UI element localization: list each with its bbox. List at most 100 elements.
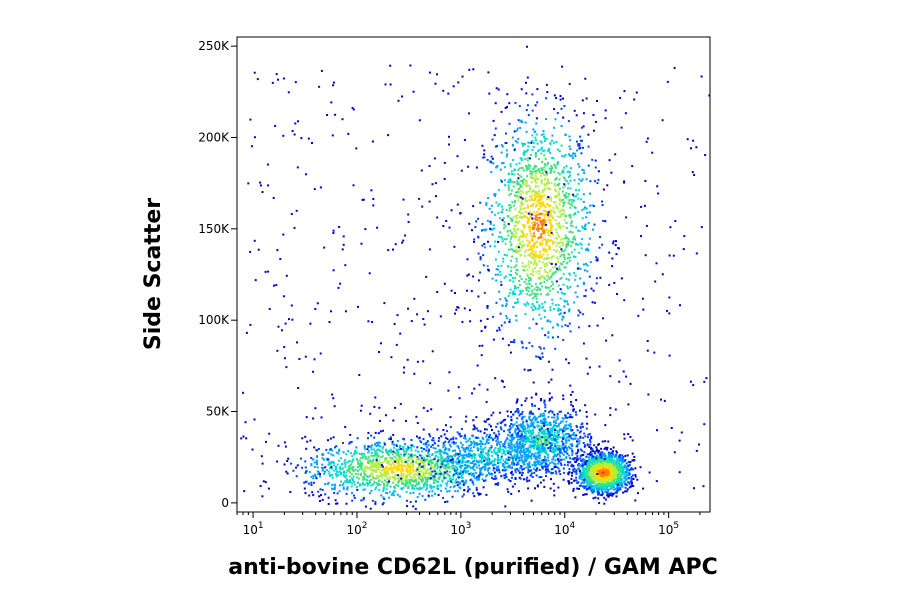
- scatter-point: [549, 246, 552, 249]
- scatter-point: [563, 256, 566, 259]
- scatter-point: [355, 486, 358, 489]
- scatter-point: [525, 167, 528, 170]
- scatter-point: [468, 449, 471, 452]
- scatter-point: [484, 229, 487, 232]
- scatter-point: [551, 461, 554, 464]
- scatter-point: [529, 215, 532, 218]
- scatter-point: [406, 478, 409, 481]
- scatter-point: [410, 449, 413, 452]
- scatter-point: [585, 455, 588, 458]
- scatter-point: [347, 450, 350, 453]
- scatter-point: [371, 475, 374, 478]
- scatter-point: [414, 480, 417, 483]
- scatter-point: [370, 454, 373, 457]
- scatter-point: [586, 264, 589, 267]
- scatter-point: [490, 211, 493, 214]
- scatter-point: [561, 155, 564, 158]
- scatter-point: [583, 206, 586, 209]
- scatter-point: [504, 297, 507, 300]
- scatter-point: [541, 242, 544, 245]
- scatter-point: [569, 384, 572, 387]
- scatter-point: [327, 463, 330, 466]
- scatter-point: [511, 485, 514, 488]
- scatter-point: [579, 135, 582, 138]
- scatter-point: [412, 470, 415, 473]
- scatter-point: [562, 97, 564, 100]
- scatter-point: [395, 451, 397, 454]
- scatter-point: [606, 479, 609, 482]
- scatter-point: [540, 134, 543, 136]
- scatter-point: [504, 166, 506, 169]
- scatter-point: [379, 465, 382, 468]
- scatter-point: [430, 487, 433, 490]
- scatter-point: [497, 462, 500, 465]
- scatter-point: [584, 269, 586, 272]
- scatter-point: [566, 170, 569, 173]
- scatter-point: [586, 484, 589, 487]
- scatter-point: [577, 309, 580, 312]
- scatter-point: [505, 155, 508, 158]
- scatter-point: [433, 485, 435, 488]
- scatter-point: [536, 101, 539, 104]
- scatter-point: [492, 224, 495, 227]
- scatter-point: [571, 408, 574, 411]
- scatter-point: [411, 487, 414, 490]
- scatter-point: [380, 473, 383, 475]
- scatter-point: [338, 490, 341, 493]
- scatter-point: [606, 490, 609, 493]
- scatter-point: [591, 456, 594, 459]
- scatter-point: [538, 202, 541, 205]
- scatter-point: [370, 478, 373, 481]
- scatter-point: [591, 450, 594, 453]
- scatter-point: [510, 470, 513, 473]
- scatter-point: [518, 283, 521, 286]
- scatter-point: [534, 170, 537, 173]
- scatter-point: [388, 449, 391, 452]
- scatter-point: [448, 470, 451, 473]
- scatter-point: [539, 436, 542, 439]
- scatter-point: [561, 263, 563, 266]
- scatter-point: [395, 443, 398, 446]
- scatter-point: [321, 498, 324, 501]
- scatter-point: [636, 478, 639, 481]
- scatter-point: [567, 436, 570, 439]
- scatter-point: [459, 212, 462, 215]
- scatter-point: [401, 473, 403, 476]
- scatter-point: [543, 257, 546, 260]
- scatter-point: [611, 493, 614, 495]
- scatter-point: [624, 454, 627, 457]
- scatter-point: [572, 489, 575, 492]
- scatter-point: [404, 479, 407, 482]
- scatter-point: [535, 203, 538, 206]
- scatter-point: [604, 498, 607, 501]
- scatter-points: [240, 45, 711, 510]
- scatter-point: [557, 234, 560, 237]
- scatter-point: [525, 182, 528, 185]
- scatter-point: [509, 179, 512, 181]
- scatter-point: [355, 452, 358, 455]
- scatter-point: [550, 442, 553, 445]
- scatter-point: [493, 227, 496, 230]
- scatter-point: [540, 425, 543, 428]
- scatter-point: [559, 255, 562, 258]
- scatter-point: [601, 204, 604, 206]
- scatter-point: [632, 459, 635, 462]
- scatter-point: [574, 212, 577, 215]
- scatter-point: [371, 464, 373, 467]
- scatter-point: [476, 364, 479, 367]
- scatter-point: [576, 429, 579, 432]
- scatter-point: [610, 478, 613, 480]
- scatter-point: [327, 481, 330, 484]
- scatter-point: [538, 241, 541, 244]
- scatter-point: [600, 484, 603, 487]
- scatter-point: [506, 300, 509, 303]
- scatter-point: [423, 483, 426, 486]
- scatter-point: [524, 451, 527, 454]
- scatter-point: [483, 291, 486, 294]
- scatter-point: [583, 458, 586, 461]
- scatter-point: [581, 465, 584, 468]
- scatter-point: [546, 271, 549, 274]
- scatter-point: [406, 464, 409, 467]
- scatter-point: [404, 475, 407, 478]
- scatter-point: [446, 490, 449, 493]
